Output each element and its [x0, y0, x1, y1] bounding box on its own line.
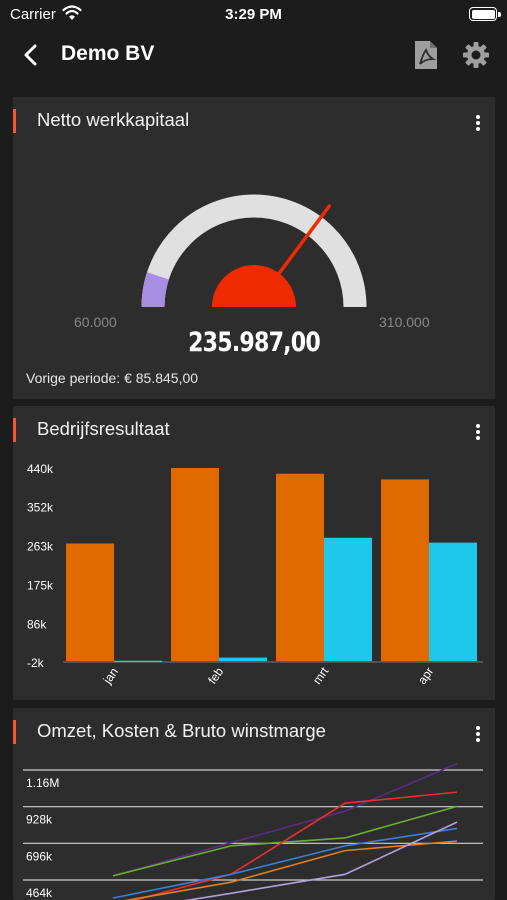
omzet-kosten-card: Omzet, Kosten & Bruto winstmarge 1.16M 92…: [13, 708, 495, 900]
page-title: Demo BV: [61, 42, 155, 65]
gauge-chart: [141, 194, 367, 308]
previous-period-label: Vorige periode: € 85.845,00: [26, 370, 199, 386]
y-tick-label: 263k: [27, 540, 54, 554]
y-tick-label: 1.16M: [26, 776, 59, 790]
card-accent: [13, 418, 16, 442]
bar-chart: 440k 352k 263k 175k 86k -2k jan feb mrt apr: [27, 462, 483, 687]
navigation-bar: Demo BV: [0, 28, 507, 82]
bar[interactable]: [66, 543, 114, 662]
gauge-max-label: 310.000: [379, 314, 430, 330]
more-menu-icon[interactable]: [475, 424, 481, 442]
y-tick-label: 464k: [26, 886, 53, 900]
clock: 3:29 PM: [225, 6, 282, 23]
series-line: [132, 791, 458, 900]
y-tick-label: 440k: [27, 462, 54, 476]
bar[interactable]: [114, 660, 162, 663]
y-tick-label: 352k: [27, 501, 54, 515]
bar[interactable]: [324, 537, 372, 662]
card-accent: [13, 720, 16, 744]
line-chart: 1.16M 928k 696k 464k: [23, 762, 483, 900]
x-tick-label: feb: [205, 665, 226, 687]
x-tick-label: jan: [100, 665, 121, 687]
bar[interactable]: [219, 657, 267, 662]
more-menu-icon[interactable]: [475, 115, 481, 133]
chevron-left-icon[interactable]: [18, 42, 44, 68]
bar[interactable]: [276, 473, 324, 662]
bar[interactable]: [429, 542, 477, 662]
status-bar: Carrier 3:29 PM: [0, 0, 507, 28]
y-tick-label: 86k: [27, 617, 47, 631]
y-tick-label: -2k: [27, 656, 45, 670]
y-tick-label: 175k: [27, 578, 54, 592]
series-line: [112, 762, 458, 877]
card-accent: [13, 109, 16, 133]
netto-werkkapitaal-card: Netto werkkapitaal 60.000 310.000 235.98…: [13, 97, 495, 399]
wifi-icon: [62, 5, 82, 20]
x-tick-label: apr: [415, 665, 436, 687]
gauge-center: [212, 265, 296, 307]
series-line: [112, 805, 458, 877]
gauge-min-label: 60.000: [74, 314, 117, 330]
gauge-needle: [276, 204, 332, 277]
gauge-low-segment: [141, 272, 170, 308]
x-tick-label: mrt: [310, 664, 332, 687]
series-line: [184, 821, 458, 900]
card-title: Bedrijfsresultaat: [37, 418, 170, 439]
series-line: [112, 827, 458, 899]
bar[interactable]: [381, 479, 429, 662]
battery-icon: [469, 7, 501, 21]
card-title: Omzet, Kosten & Bruto winstmarge: [37, 720, 326, 741]
pdf-icon[interactable]: [413, 40, 439, 70]
more-menu-icon[interactable]: [475, 726, 481, 744]
gauge-track: [141, 194, 367, 308]
card-title: Netto werkkapitaal: [37, 109, 190, 130]
bedrijfsresultaat-card: Bedrijfsresultaat 440k 352k 263k 175k 86k -2k…: [13, 406, 495, 700]
series-line: [124, 840, 458, 900]
gauge-value: 235.987,00: [188, 327, 321, 358]
bar[interactable]: [171, 468, 219, 662]
y-tick-label: 696k: [26, 849, 53, 863]
gear-icon[interactable]: [462, 41, 490, 69]
y-tick-label: 928k: [26, 813, 53, 827]
carrier-label: Carrier: [10, 6, 56, 23]
